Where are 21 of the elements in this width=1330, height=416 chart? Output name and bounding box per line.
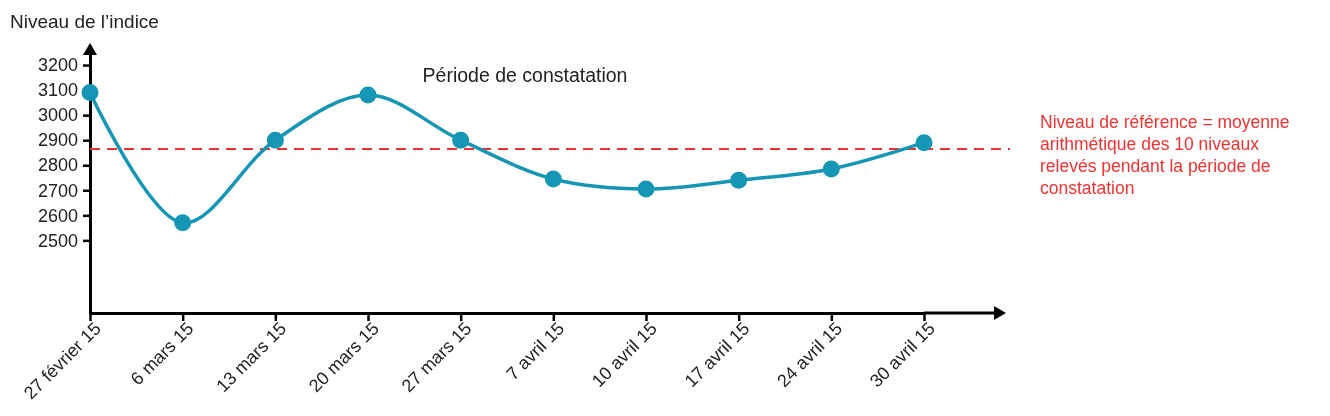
y-tick-label: 2900: [37, 130, 78, 151]
y-tick-label: 3200: [37, 55, 78, 76]
y-tick-label: 3000: [37, 105, 78, 126]
point: [544, 170, 562, 188]
y-tick-label: 2700: [37, 180, 78, 201]
y-axis-title: Niveau de l’indice: [10, 11, 159, 32]
ref-line-label: Niveau de référence = moyenne arithmétique des 10 niveaux relevés pendant la période de constatation: [1040, 111, 1290, 198]
point: [637, 180, 655, 198]
point: [915, 134, 933, 152]
point: [81, 84, 99, 102]
y-tick-label: 2500: [37, 230, 78, 251]
point: [266, 131, 284, 149]
point: [174, 214, 192, 232]
y-tick-label: 3100: [37, 80, 78, 101]
y-tick-label: 2600: [37, 205, 78, 226]
point: [730, 171, 748, 189]
point: [452, 131, 470, 149]
point: [822, 160, 840, 178]
annotation: Période de constatation: [422, 64, 628, 86]
point: [359, 86, 377, 104]
y-tick-label: 2800: [37, 155, 78, 176]
